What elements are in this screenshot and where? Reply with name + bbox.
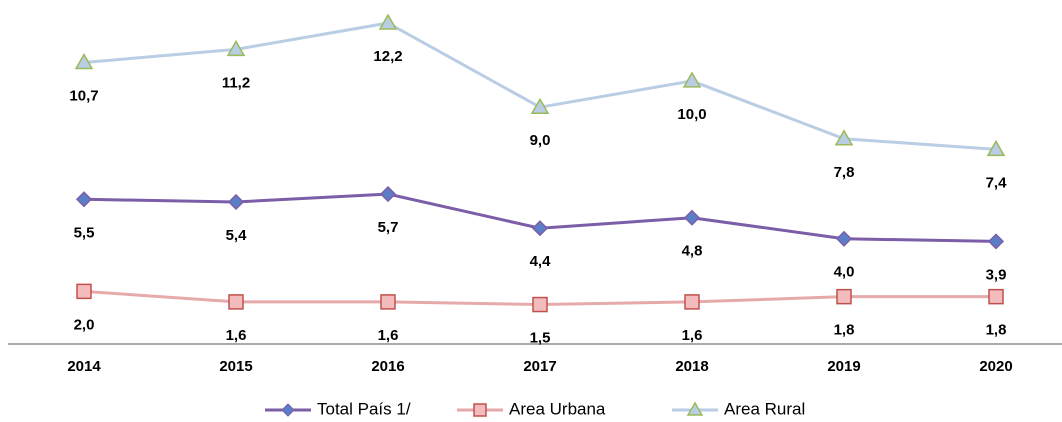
data-label: 11,2 bbox=[222, 74, 250, 91]
data-label: 10,7 bbox=[69, 87, 98, 104]
marker bbox=[986, 139, 1006, 157]
data-label: 5,5 bbox=[74, 224, 95, 241]
marker bbox=[683, 209, 701, 226]
marker bbox=[987, 233, 1005, 250]
marker bbox=[988, 288, 1004, 305]
marker bbox=[379, 185, 397, 203]
marker bbox=[227, 193, 245, 210]
x-tick-label: 2017 bbox=[523, 358, 556, 375]
data-label: 1,5 bbox=[530, 330, 551, 347]
data-label: 12,2 bbox=[373, 48, 402, 65]
marker bbox=[76, 283, 92, 300]
series-line bbox=[83, 21, 997, 151]
legend-marker bbox=[686, 401, 704, 416]
data-label: 1,8 bbox=[986, 322, 1007, 339]
legend-label: Area Urbana bbox=[509, 399, 606, 418]
x-tick-label: 2016 bbox=[371, 358, 404, 375]
data-label: 1,8 bbox=[834, 322, 855, 339]
marker bbox=[836, 288, 852, 305]
marker bbox=[682, 71, 702, 88]
data-label: 5,7 bbox=[378, 219, 399, 236]
marker bbox=[532, 296, 548, 313]
marker bbox=[530, 97, 550, 114]
legend-label: Total País 1/ bbox=[317, 399, 411, 418]
data-label: 4,8 bbox=[682, 243, 703, 260]
data-label: 7,4 bbox=[986, 174, 1008, 191]
x-tick-label: 2019 bbox=[827, 358, 860, 375]
data-label: 4,0 bbox=[834, 264, 855, 281]
marker bbox=[74, 52, 94, 70]
legend-marker bbox=[473, 403, 487, 417]
marker bbox=[835, 230, 853, 247]
marker bbox=[75, 191, 93, 208]
marker bbox=[834, 129, 854, 146]
marker bbox=[228, 294, 244, 310]
marker bbox=[380, 294, 396, 310]
data-label: 10,0 bbox=[677, 106, 706, 123]
legend-marker bbox=[281, 403, 295, 417]
x-tick-label: 2018 bbox=[675, 358, 708, 375]
marker bbox=[378, 13, 398, 30]
data-label: 3,9 bbox=[986, 266, 1007, 283]
data-label: 5,4 bbox=[226, 227, 248, 244]
marker bbox=[684, 294, 700, 310]
data-label: 9,0 bbox=[530, 132, 551, 149]
data-label: 1,6 bbox=[682, 327, 703, 344]
data-label: 4,4 bbox=[530, 253, 552, 270]
data-label: 2,0 bbox=[74, 316, 95, 333]
marker bbox=[226, 39, 246, 57]
data-label: 1,6 bbox=[226, 327, 247, 344]
x-tick-label: 2020 bbox=[979, 358, 1012, 375]
marker bbox=[531, 220, 549, 237]
legend-label: Area Rural bbox=[724, 399, 805, 418]
data-label: 7,8 bbox=[834, 164, 855, 181]
data-label: 1,6 bbox=[378, 327, 399, 344]
x-tick-label: 2014 bbox=[67, 358, 101, 375]
x-tick-label: 2015 bbox=[219, 358, 252, 375]
